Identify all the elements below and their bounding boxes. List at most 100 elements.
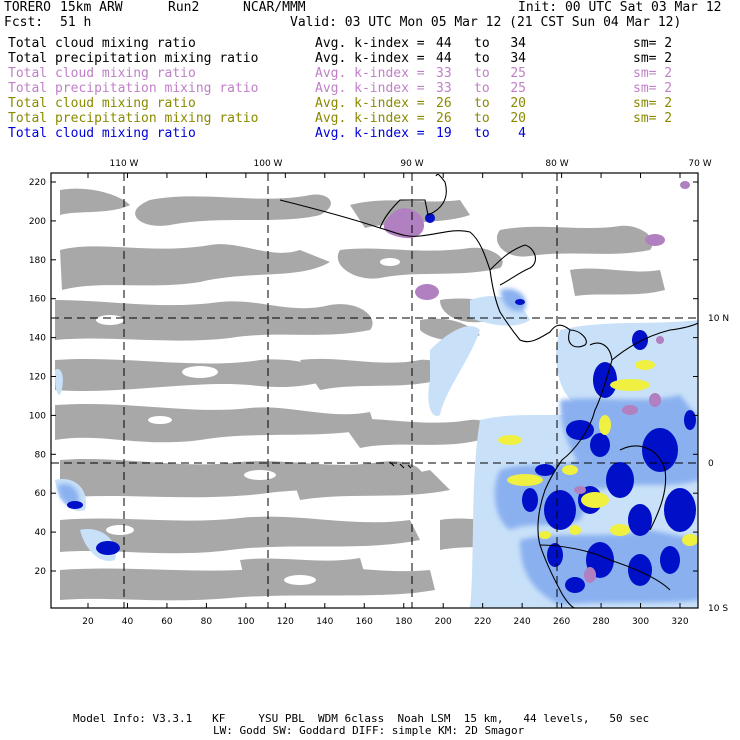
legend-index-to: 34: [510, 51, 526, 66]
purple-precip-field: [383, 181, 690, 583]
legend-row: Total cloud mixing ratio Avg. k-index = 33…: [8, 66, 738, 81]
legend-index-label: Avg. k-index =: [315, 96, 425, 111]
forecast-hour: 51 h: [60, 15, 92, 30]
legend-index-label: Avg. k-index =: [315, 126, 425, 141]
legend-index-to: 20: [510, 111, 526, 126]
forecast-map: 220 200 180 160 140 120 100 80 60 40 20 20 40 60 80 10…: [29, 159, 729, 627]
legend-field-name: Total cloud mixing ratio: [8, 126, 196, 141]
model-resolution: 15km ARW: [60, 0, 123, 15]
lon-label: 90 W: [400, 159, 423, 169]
lon-label: 70 W: [688, 159, 711, 169]
y-tick-label: 60: [35, 489, 47, 499]
legend-index-to: 34: [510, 36, 526, 51]
legend-field-name: Total precipitation mixing ratio: [8, 111, 259, 126]
lon-label: 110 W: [110, 159, 139, 169]
y-tick-label: 120: [29, 373, 46, 383]
x-tick-label: 200: [435, 617, 452, 627]
legend-smoothing: sm= 2: [633, 66, 673, 81]
y-tick-label: 180: [29, 256, 46, 266]
valid-time: Valid: 03 UTC Mon 05 Mar 12 (21 CST Sun …: [290, 15, 682, 30]
legend-index-from: 44: [436, 51, 452, 66]
legend-index-to: 25: [510, 81, 526, 96]
y-tick-label: 220: [29, 178, 46, 188]
x-tick-label: 120: [277, 617, 294, 627]
legend-index-to: 25: [510, 66, 526, 81]
x-tick-label: 300: [632, 617, 649, 627]
x-tick-label: 40: [122, 617, 134, 627]
yellow-precip-field: [402, 217, 698, 546]
legend-index-to-word: to: [474, 36, 490, 51]
lon-label: 100 W: [254, 159, 283, 169]
legend-row: Total precipitation mixing ratio Avg. k-i…: [8, 111, 738, 126]
legend-field-name: Total cloud mixing ratio: [8, 36, 196, 51]
run-label: Run2: [168, 0, 200, 15]
heavy-blue-cloud-field: [67, 213, 696, 593]
legend-field-name: Total precipitation mixing ratio: [8, 81, 259, 96]
y-tick-label: 140: [29, 334, 46, 344]
legend-smoothing: sm= 2: [633, 51, 673, 66]
legend-index-label: Avg. k-index =: [315, 81, 425, 96]
y-tick-label: 200: [29, 217, 46, 227]
legend-index-to: 20: [510, 96, 526, 111]
forecast-label: Fcst:: [4, 15, 44, 30]
legend-index-to-word: to: [474, 96, 490, 111]
x-tick-label: 220: [474, 617, 491, 627]
legend-index-from: 19: [436, 126, 452, 141]
legend-index-label: Avg. k-index =: [315, 66, 425, 81]
legend-field-name: Total cloud mixing ratio: [8, 66, 196, 81]
y-axis-ticks: 220 200 180 160 140 120 100 80 60 40 20: [29, 178, 698, 577]
legend-index-label: Avg. k-index =: [315, 111, 425, 126]
model-name: TORERO: [4, 0, 51, 15]
y-tick-label: 20: [35, 567, 47, 577]
legend-row: Total cloud mixing ratio Avg. k-index = 26…: [8, 96, 738, 111]
legend-index-to-word: to: [474, 51, 490, 66]
legend-index-from: 26: [436, 96, 452, 111]
clear-sky-patches: [96, 258, 400, 585]
x-tick-label: 20: [82, 617, 94, 627]
x-tick-label: 80: [201, 617, 213, 627]
legend-row: Total cloud mixing ratio Avg. k-index = 44…: [8, 36, 738, 51]
legend-index-to-word: to: [474, 126, 490, 141]
legend-row: Total precipitation mixing ratio Avg. k-i…: [8, 51, 738, 66]
legend-field-name: Total precipitation mixing ratio: [8, 51, 259, 66]
legend-smoothing: sm= 2: [633, 111, 673, 126]
legend-index-from: 26: [436, 111, 452, 126]
legend-index-from: 33: [436, 66, 452, 81]
lat-label: 10 N: [708, 314, 729, 324]
legend-index-to-word: to: [474, 66, 490, 81]
y-tick-label: 40: [35, 528, 47, 538]
legend-index-to-word: to: [474, 111, 490, 126]
legend-index-to: 4: [518, 126, 526, 141]
legend-index-from: 33: [436, 81, 452, 96]
physics-info-line: LW: Godd SW: Goddard DIFF: simple KM: 2D…: [213, 724, 525, 737]
x-tick-label: 100: [237, 617, 254, 627]
legend-index-from: 44: [436, 36, 452, 51]
x-tick-label: 260: [553, 617, 570, 627]
map-frame: [50, 172, 699, 609]
x-tick-label: 180: [395, 617, 412, 627]
x-tick-label: 280: [592, 617, 609, 627]
legend-smoothing: sm= 2: [633, 81, 673, 96]
y-tick-label: 80: [35, 450, 47, 460]
lat-lon-grid: [51, 173, 698, 608]
y-tick-label: 160: [29, 295, 46, 305]
organization: NCAR/MMM: [243, 0, 306, 15]
lat-label: 10 S: [708, 604, 728, 614]
coastline: [279, 173, 698, 608]
legend-smoothing: sm= 2: [633, 36, 673, 51]
cloud-field-layer: [55, 173, 698, 608]
x-tick-label: 140: [316, 617, 333, 627]
lon-label: 80 W: [545, 159, 568, 169]
init-time: Init: 00 UTC Sat 03 Mar 12: [518, 0, 722, 15]
lat-label: 0: [708, 459, 714, 469]
legend-field-name: Total cloud mixing ratio: [8, 96, 196, 111]
y-tick-label: 100: [29, 411, 46, 421]
x-tick-label: 160: [356, 617, 373, 627]
legend-row: Total precipitation mixing ratio Avg. k-i…: [8, 81, 738, 96]
x-tick-label: 60: [161, 617, 173, 627]
x-axis-ticks: 20 40 60 80 100 120 140 160 180 200 220 240 260 280 30…: [82, 173, 689, 627]
legend-index-to-word: to: [474, 81, 490, 96]
legend-index-label: Avg. k-index =: [315, 51, 425, 66]
x-tick-label: 240: [514, 617, 531, 627]
legend-smoothing: sm= 2: [633, 96, 673, 111]
